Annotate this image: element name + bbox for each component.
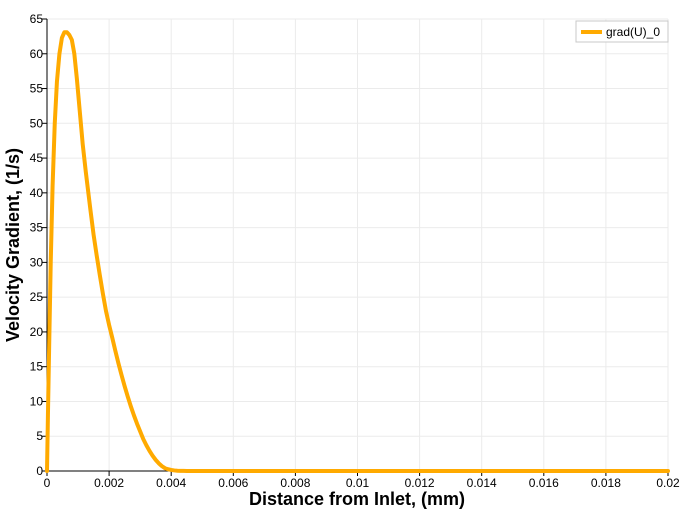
x-tick-label: 0.01 — [346, 476, 370, 490]
series-layer — [45, 30, 670, 473]
y-tick-label: 15 — [30, 360, 44, 374]
y-tick-label: 40 — [30, 186, 44, 200]
y-tick-label: 25 — [30, 290, 44, 304]
y-tick-label: 30 — [30, 255, 44, 269]
y-tick-label: 65 — [30, 12, 44, 26]
x-tick-label: 0.018 — [591, 476, 621, 490]
y-tick-label: 50 — [30, 116, 44, 130]
x-tick-label: 0.012 — [405, 476, 435, 490]
x-tick-label: 0.002 — [94, 476, 124, 490]
y-tick-label: 45 — [30, 151, 44, 165]
x-tick-label: 0.004 — [156, 476, 186, 490]
legend: grad(U)_0 — [575, 20, 669, 43]
y-tick-label: 60 — [30, 47, 44, 61]
series-line — [45, 30, 670, 473]
x-tick-label: 0.02 — [656, 476, 680, 490]
grid-layer — [46, 18, 669, 472]
y-tick-label: 10 — [30, 394, 44, 408]
y-tick-label: 0 — [36, 464, 43, 478]
x-tick-label: 0 — [44, 476, 51, 490]
y-tick-label: 55 — [30, 82, 44, 96]
x-tick-label: 0.014 — [467, 476, 497, 490]
x-tick-label: 0.008 — [280, 476, 310, 490]
legend-box — [575, 20, 669, 43]
y-tick-label: 35 — [30, 221, 44, 235]
x-axis-title: Distance from Inlet, (mm) — [249, 489, 465, 509]
legend-label: grad(U)_0 — [606, 25, 660, 39]
x-tick-label: 0.006 — [218, 476, 248, 490]
axes-layer: 0 0.002 0.004 0.006 0.008 0.01 0.012 0.014 0.016… — [30, 12, 680, 490]
y-tick-label: 20 — [30, 325, 44, 339]
x-tick-label: 0.016 — [529, 476, 559, 490]
y-axis-title: Velocity Gradient, (1/s) — [3, 148, 23, 342]
y-tick-label: 5 — [36, 429, 43, 443]
